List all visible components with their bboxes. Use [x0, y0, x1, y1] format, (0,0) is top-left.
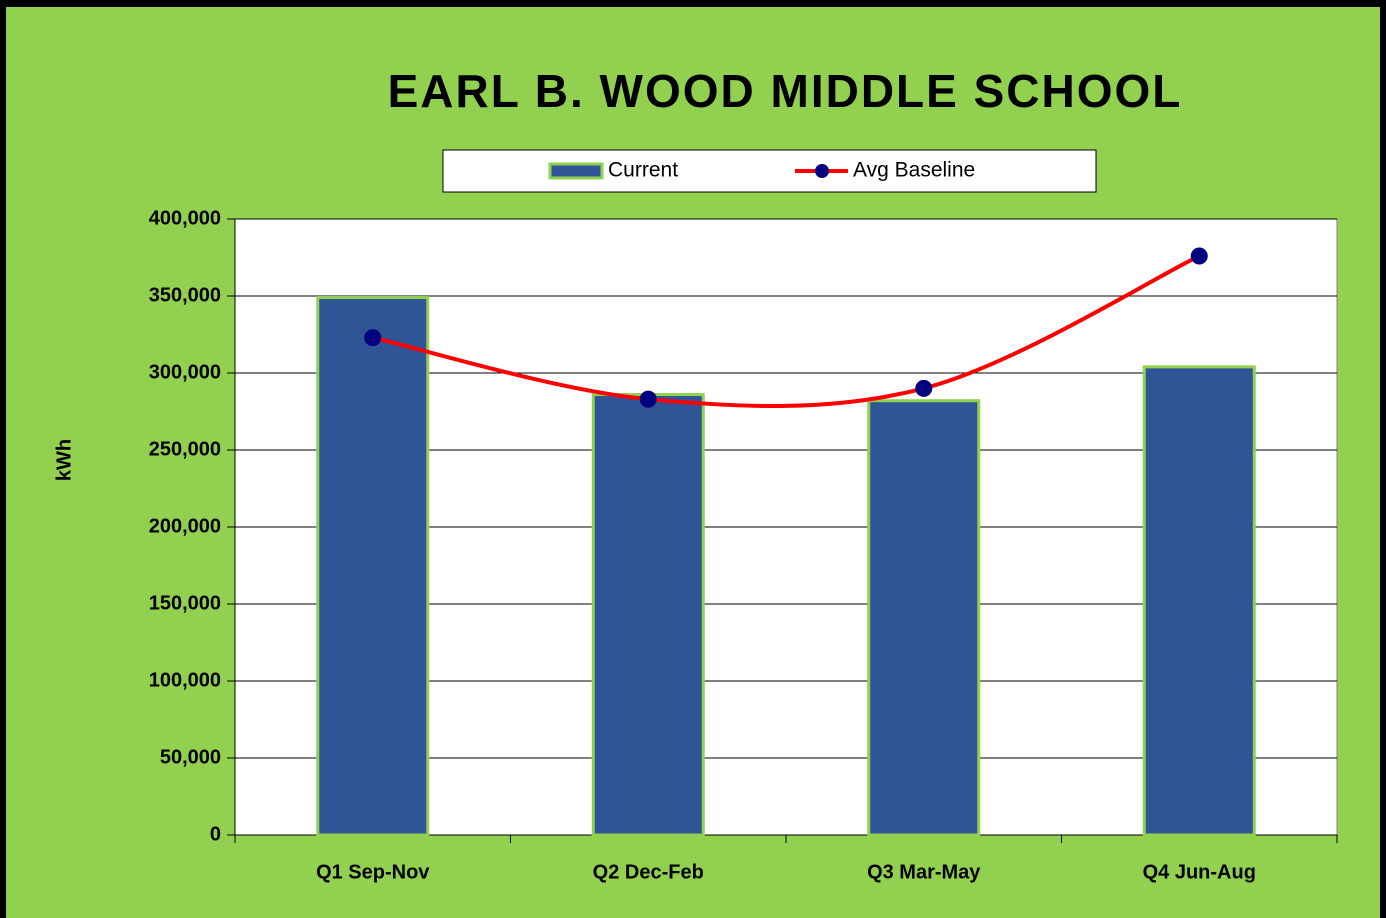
- marker: [1190, 247, 1208, 265]
- legend-label: Avg Baseline: [853, 159, 975, 182]
- x-tick-label: Q3 Mar-May: [867, 861, 981, 883]
- y-tick-label: 200,000: [149, 515, 221, 537]
- legend-label: Current: [608, 159, 678, 182]
- bar: [1142, 365, 1256, 837]
- y-tick-label: 250,000: [149, 438, 221, 460]
- legend: [442, 149, 1097, 193]
- x-tick-label: Q4 Jun-Aug: [1143, 861, 1256, 883]
- y-tick-label: 400,000: [149, 207, 221, 229]
- bar: [867, 399, 981, 837]
- y-tick-label: 50,000: [160, 746, 221, 768]
- x-tick-label: Q1 Sep-Nov: [316, 861, 430, 883]
- chart-title: EARL B. WOOD MIDDLE SCHOOL: [388, 65, 1183, 117]
- bar: [316, 296, 430, 837]
- bar: [591, 393, 705, 837]
- y-tick-label: 0: [210, 823, 221, 845]
- legend-swatch: [548, 162, 604, 180]
- marker: [639, 390, 657, 408]
- marker: [915, 379, 933, 397]
- marker: [364, 329, 382, 347]
- y-axis-label: kWh: [53, 439, 75, 481]
- y-tick-label: 350,000: [149, 284, 221, 306]
- y-tick-label: 300,000: [149, 361, 221, 383]
- y-tick-label: 150,000: [149, 592, 221, 614]
- y-tick-label: 100,000: [149, 669, 221, 691]
- line: [372, 254, 1201, 409]
- x-tick-label: Q2 Dec-Feb: [593, 861, 704, 883]
- legend-marker: [815, 164, 829, 178]
